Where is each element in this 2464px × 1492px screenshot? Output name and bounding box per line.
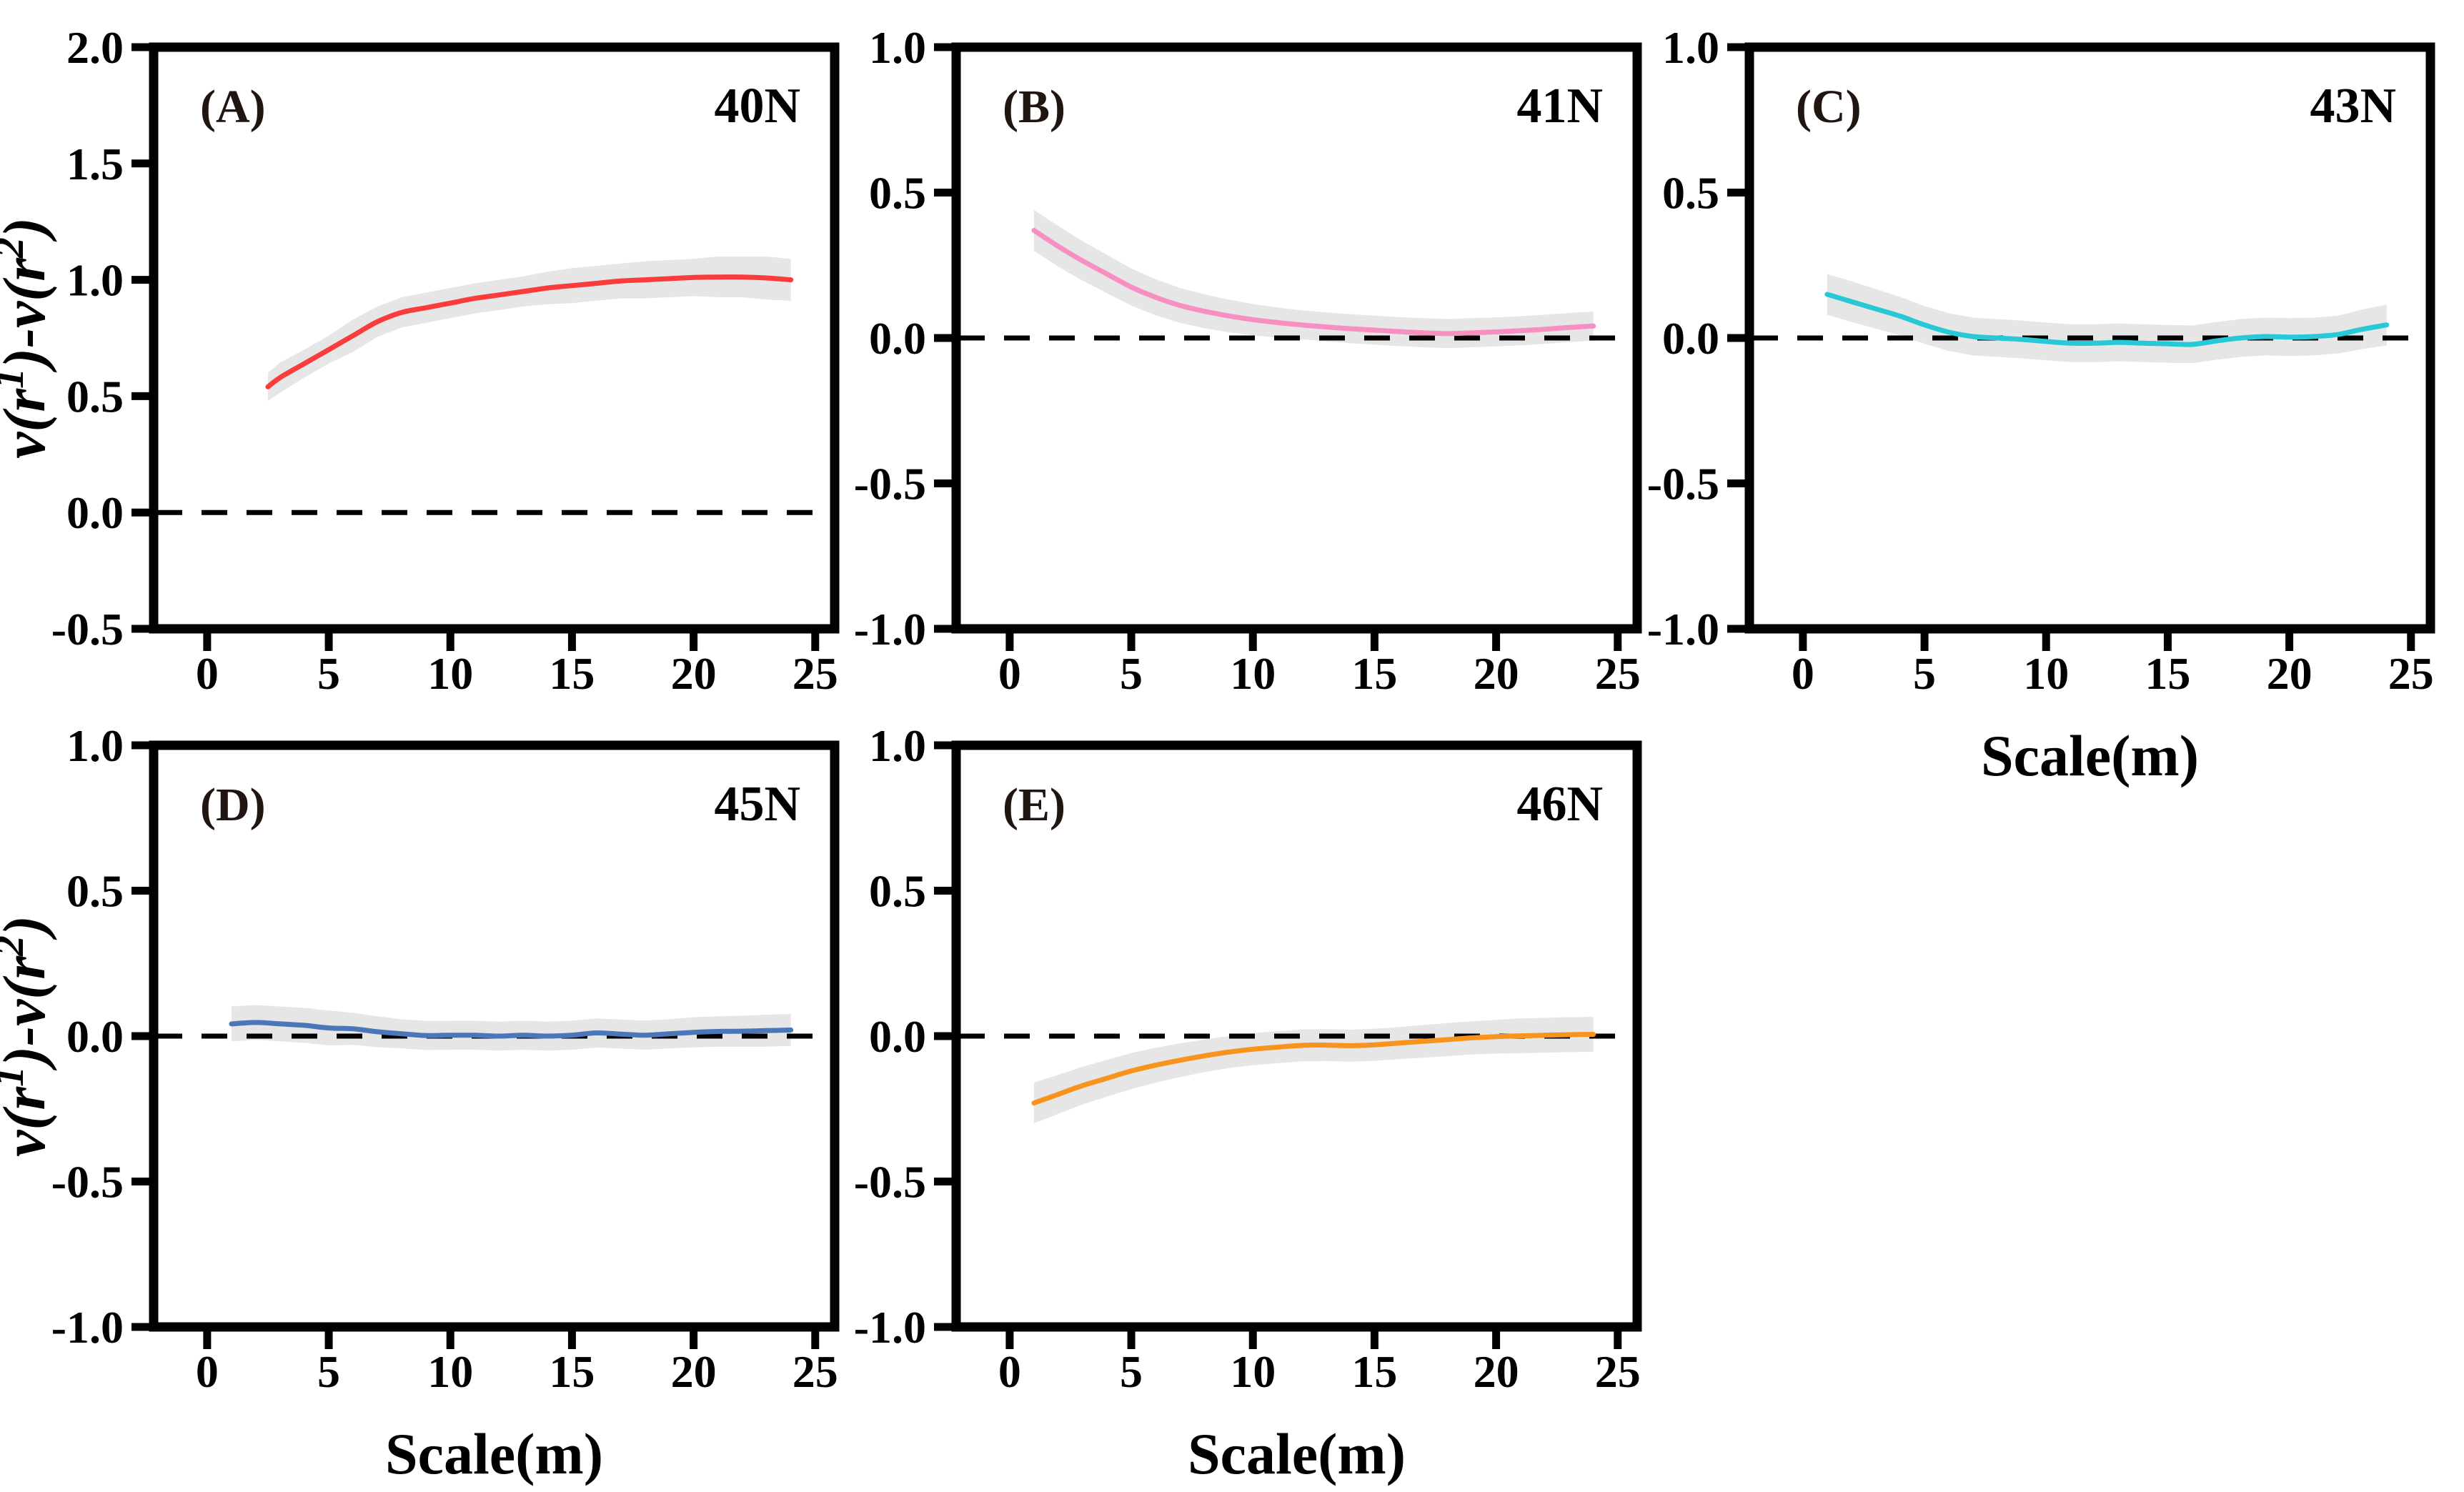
panel-E-xtick-label: 25 <box>1595 1346 1641 1397</box>
panel-E-site-label: 46N <box>1516 777 1603 832</box>
panel-D-yaxis-title: v(r1)-v(r2) <box>0 915 58 1157</box>
panel-A: 2.0 1.5 1.0 0.5 0.0 -0.5 0 5 10 15 20 25 (A) 40N v(r1)… <box>0 22 840 699</box>
panel-C-xtick-label: 0 <box>1792 648 1814 699</box>
panel-E-xtick-label: 5 <box>1120 1346 1143 1397</box>
panel-A-ytick-label: 0.0 <box>66 487 124 538</box>
panel-C-ytick-label: 0.5 <box>1662 168 1719 219</box>
panel-A-xtick-label: 20 <box>671 648 717 699</box>
panel-B-mean-curve <box>1031 227 1596 337</box>
panel-C-mean-curve <box>1824 292 2390 347</box>
panel-B-ytick-label: 0.0 <box>869 313 926 364</box>
panel-D-xtick-label: 25 <box>793 1346 838 1397</box>
panel-A-ytick-label: 1.5 <box>66 139 124 189</box>
panel-C-xtick-label: 5 <box>1913 648 1936 699</box>
panel-B-ytick-label: -1.0 <box>854 604 926 655</box>
panel-B-ytick-label: 0.5 <box>869 168 926 219</box>
panel-A-letter: (A) <box>200 81 266 133</box>
panel-E-ytick-label: 0.0 <box>869 1011 926 1062</box>
panel-A-yaxis-title: v(r1)-v(r2) <box>0 217 58 459</box>
panel-D-xtick-label: 0 <box>196 1346 219 1397</box>
panel-A-xtick-label: 15 <box>549 648 595 699</box>
panel-A-xtick-label: 0 <box>196 648 219 699</box>
panel-D-ytick-label: 1.0 <box>66 720 124 771</box>
panel-E-letter: (E) <box>1003 779 1065 831</box>
panel-C-ytick-label: 0.0 <box>1662 313 1719 364</box>
panel-C-ytick-label: -1.0 <box>1647 604 1719 655</box>
panel-E-xtick-label: 20 <box>1474 1346 1519 1397</box>
panel-C-confidence-band <box>1827 274 2387 364</box>
panel-A-ytick-label: -0.5 <box>51 604 124 655</box>
panel-A-axes-box <box>149 42 840 634</box>
panel-B-xtick-label: 20 <box>1474 648 1519 699</box>
panel-B-site-label: 41N <box>1516 79 1603 134</box>
panel-B-xtick-label: 5 <box>1120 648 1143 699</box>
panel-B-letter: (B) <box>1003 81 1065 133</box>
panel-E-ytick-label: -1.0 <box>854 1302 926 1353</box>
panel-B-xtick-label: 25 <box>1595 648 1641 699</box>
panel-D-site-label: 45N <box>714 777 800 832</box>
panel-E-xtick-label: 10 <box>1230 1346 1276 1397</box>
panel-C-ytick-label: -0.5 <box>1647 459 1719 509</box>
panel-A-ytick-label: 1.0 <box>66 255 124 306</box>
panel-D-xaxis-title: Scale(m) <box>385 1421 603 1486</box>
panel-E-xtick-label: 0 <box>998 1346 1021 1397</box>
panel-A-ytick-label: 2.0 <box>66 22 124 73</box>
panel-C-xtick-label: 10 <box>2023 648 2069 699</box>
panel-D-confidence-band <box>231 1005 791 1051</box>
panel-C-xaxis-title: Scale(m) <box>1981 723 2199 788</box>
panel-D-ytick-label: -0.5 <box>51 1157 124 1208</box>
panel-C: 1.0 0.5 0.0 -0.5 -1.0 0 5 10 15 20 25 (C) 43N Scale(m… <box>1647 22 2435 788</box>
panel-E-xaxis-title: Scale(m) <box>1188 1421 1406 1486</box>
panel-B-xtick-label: 0 <box>998 648 1021 699</box>
panel-D-xtick-label: 10 <box>427 1346 473 1397</box>
panel-C-letter: (C) <box>1796 81 1862 133</box>
panel-D-ytick-label: -1.0 <box>51 1302 124 1353</box>
panel-D-mean-curve <box>229 1020 794 1039</box>
panel-E-confidence-band <box>1033 1017 1594 1124</box>
panel-C-xtick-label: 20 <box>2267 648 2313 699</box>
panel-D-xtick-label: 20 <box>671 1346 717 1397</box>
panel-A-site-label: 40N <box>714 79 800 134</box>
panel-A-xtick-label: 25 <box>793 648 838 699</box>
panel-D-xtick-label: 15 <box>549 1346 595 1397</box>
panel-D-letter: (D) <box>200 779 266 831</box>
panel-E-ytick-label: 1.0 <box>869 720 926 771</box>
panel-E: 1.0 0.5 0.0 -0.5 -1.0 0 5 10 15 20 25 (E) 46N Scale(m… <box>854 720 1642 1486</box>
panel-A-xtick-label: 5 <box>317 648 340 699</box>
panel-C-xtick-label: 15 <box>2145 648 2190 699</box>
panel-D-xtick-label: 5 <box>317 1346 340 1397</box>
panel-B: 1.0 0.5 0.0 -0.5 -1.0 0 5 10 15 20 25 (B) 41N <box>854 22 1642 699</box>
panel-E-mean-curve <box>1031 1032 1596 1106</box>
panel-A-ytick-label: 0.5 <box>66 371 124 422</box>
panel-C-ytick-label: 1.0 <box>1662 22 1719 73</box>
panel-A-mean-curve <box>265 274 794 389</box>
panel-C-site-label: 43N <box>2310 79 2396 134</box>
panel-B-xtick-label: 15 <box>1351 648 1397 699</box>
panel-D: 1.0 0.5 0.0 -0.5 -1.0 0 5 10 15 20 25 (D) 45N Scale(m… <box>0 720 840 1486</box>
panel-A-xtick-label: 10 <box>427 648 473 699</box>
panel-E-ytick-label: -0.5 <box>854 1157 926 1208</box>
panel-C-xtick-label: 25 <box>2388 648 2434 699</box>
panel-D-ytick-label: 0.0 <box>66 1011 124 1062</box>
panel-A-confidence-band <box>268 257 791 401</box>
panel-D-ytick-label: 0.5 <box>66 866 124 917</box>
panel-B-ytick-label: -0.5 <box>854 459 926 509</box>
panel-E-ytick-label: 0.5 <box>869 866 926 917</box>
panel-E-xtick-label: 15 <box>1351 1346 1397 1397</box>
panel-B-xtick-label: 10 <box>1230 648 1276 699</box>
panel-B-ytick-label: 1.0 <box>869 22 926 73</box>
panel-B-confidence-band <box>1033 209 1594 349</box>
